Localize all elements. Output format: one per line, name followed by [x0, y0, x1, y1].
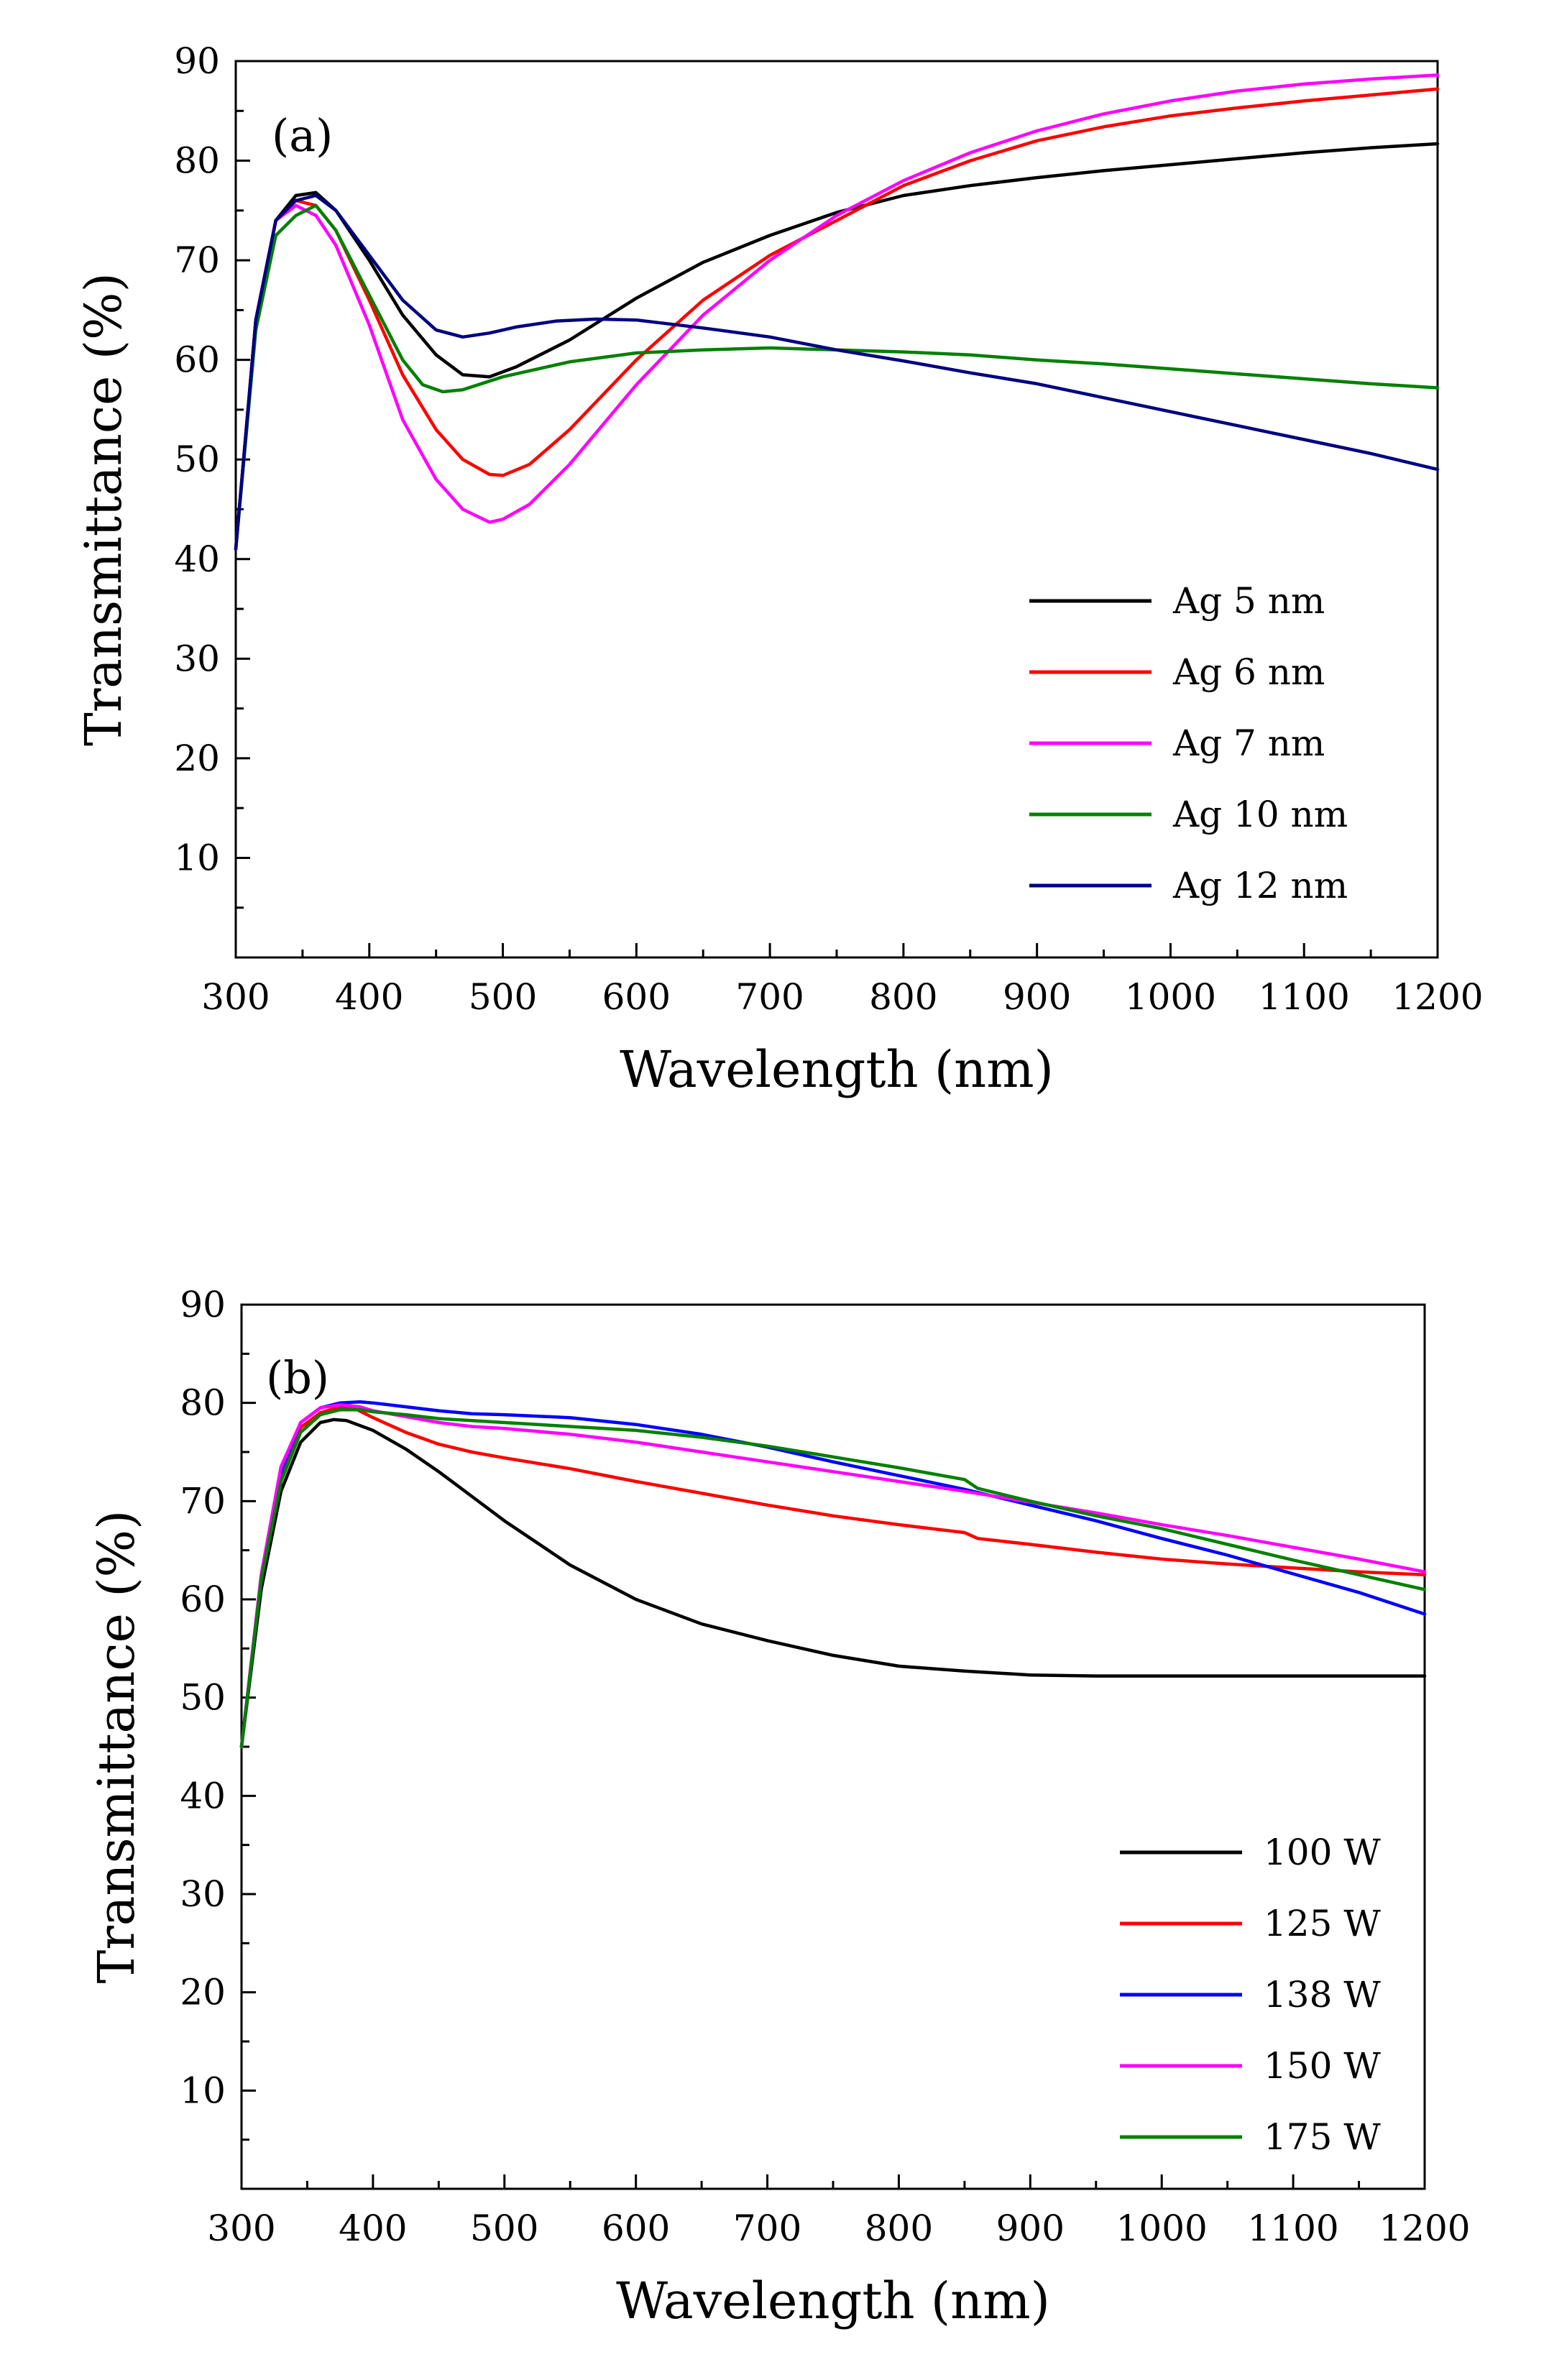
x-tick-label: 900	[1003, 976, 1071, 1018]
x-tick-label: 800	[865, 2207, 933, 2249]
y-axis-title: Transmittance (%)	[74, 272, 133, 746]
x-tick-label: 300	[201, 976, 270, 1018]
x-tick-label: 1100	[1259, 976, 1350, 1018]
legend-label: Ag 12 nm	[1172, 865, 1348, 906]
y-tick-label: 30	[180, 1873, 226, 1915]
x-tick-label: 1100	[1247, 2207, 1338, 2249]
y-tick-label: 50	[174, 438, 220, 480]
y-tick-label: 90	[180, 1284, 226, 1325]
y-tick-label: 40	[180, 1775, 226, 1816]
series-line-100-w	[239, 1418, 1427, 1749]
x-tick-label: 300	[207, 2207, 275, 2249]
y-tick-label: 50	[180, 1677, 226, 1719]
panel-label: (b)	[266, 1351, 329, 1404]
y-tick-label: 80	[180, 1382, 226, 1424]
x-tick-label: 900	[996, 2207, 1065, 2249]
x-tick-label: 800	[869, 976, 937, 1018]
series-line-150-w	[239, 1403, 1427, 1749]
legend-label: Ag 7 nm	[1172, 722, 1325, 764]
series-line-ag-10-nm	[234, 203, 1440, 551]
x-tick-label: 1000	[1125, 976, 1216, 1018]
y-tick-label: 70	[180, 1480, 226, 1522]
legend-label: Ag 6 nm	[1172, 651, 1325, 693]
y-tick-label: 70	[174, 239, 220, 281]
y-tick-label: 60	[180, 1579, 226, 1620]
series-line-125-w	[239, 1405, 1427, 1749]
y-tick-label: 90	[174, 40, 220, 82]
chart-panel-a: 300 400 500 600 700 800 900 1000 1100 1200 10 20 30 4…	[74, 40, 1484, 1099]
x-tick-label: 700	[735, 976, 804, 1018]
legend-label: Ag 10 nm	[1172, 794, 1348, 835]
series-line-ag-7-nm	[234, 73, 1440, 551]
legend-label: 125 W	[1264, 1903, 1381, 1944]
y-tick-label: 60	[174, 339, 220, 381]
y-axis-title: Transmittance (%)	[87, 1510, 146, 1984]
x-tick-label: 700	[733, 2207, 801, 2249]
x-tick-label: 500	[470, 2207, 538, 2249]
x-tick-label: 400	[339, 2207, 407, 2249]
legend-label: Ag 5 nm	[1172, 580, 1325, 622]
y-tick-label: 30	[174, 638, 220, 679]
x-tick-label: 1200	[1379, 2207, 1470, 2249]
y-tick-label: 20	[180, 1972, 226, 2013]
series-line-ag-5-nm	[234, 142, 1440, 551]
y-tick-label: 40	[174, 538, 220, 580]
x-axis-title: Wavelength (nm)	[616, 2271, 1050, 2330]
x-tick-label: 400	[335, 976, 403, 1018]
x-axis-title: Wavelength (nm)	[620, 1040, 1054, 1099]
legend-label: 175 W	[1264, 2116, 1381, 2158]
chart-panel-b: 300 400 500 600 700 800 900 1000 1100 1200 10 20 30 4…	[87, 1284, 1471, 2330]
y-tick-label: 20	[174, 738, 220, 779]
y-tick-label: 80	[174, 140, 220, 182]
legend-label: 100 W	[1264, 1832, 1381, 1873]
x-tick-label: 1200	[1392, 976, 1483, 1018]
legend-label: 138 W	[1264, 1974, 1381, 2016]
x-tick-label: 600	[602, 2207, 670, 2249]
x-tick-label: 500	[469, 976, 537, 1018]
panel-label: (a)	[272, 109, 333, 162]
x-tick-label: 600	[602, 976, 671, 1018]
x-tick-label: 1000	[1116, 2207, 1208, 2249]
legend-label: 150 W	[1264, 2045, 1381, 2087]
series-line-138-w	[239, 1400, 1427, 1749]
series-line-ag-12-nm	[234, 193, 1440, 551]
series-line-175-w	[239, 1407, 1427, 1749]
y-tick-label: 10	[174, 837, 220, 878]
y-tick-label: 10	[180, 2069, 226, 2111]
